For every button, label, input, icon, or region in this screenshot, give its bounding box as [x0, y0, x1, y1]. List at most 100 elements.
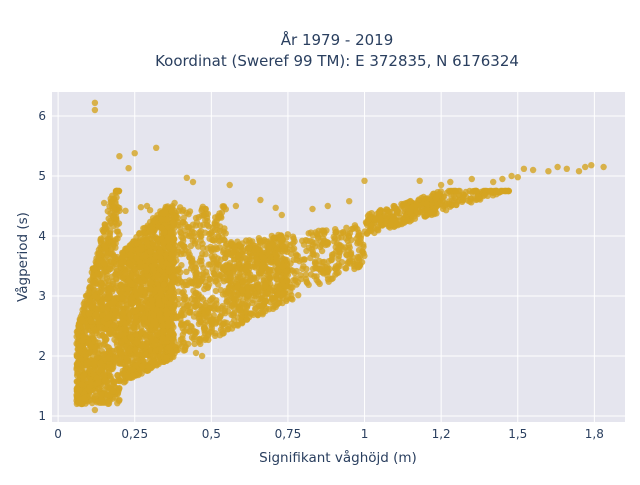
data-point — [427, 209, 434, 216]
data-point — [170, 219, 177, 226]
data-point — [200, 221, 207, 228]
data-point — [165, 268, 172, 275]
data-point — [342, 265, 350, 272]
data-point — [176, 204, 184, 211]
data-point — [224, 250, 231, 257]
data-point — [175, 219, 182, 226]
data-point — [588, 162, 595, 169]
data-point — [180, 237, 187, 244]
data-point — [178, 262, 185, 269]
data-point — [94, 349, 101, 356]
data-point — [91, 292, 99, 300]
data-point — [208, 229, 215, 236]
data-point — [110, 298, 118, 306]
data-point — [112, 310, 119, 317]
data-point — [114, 187, 121, 195]
data-point — [384, 209, 391, 216]
y-tick-label: 5 — [38, 169, 46, 183]
data-point — [222, 310, 229, 317]
data-point — [307, 254, 314, 262]
data-point — [217, 286, 224, 294]
data-point — [153, 306, 160, 314]
data-point — [76, 386, 83, 393]
data-point — [215, 281, 222, 288]
data-point — [209, 255, 216, 262]
data-point — [132, 362, 139, 369]
x-tick-label: 1,8 — [585, 427, 604, 441]
x-tick-label: 0,75 — [275, 427, 302, 441]
x-axis-ticks: 0 0,25 0,5 0,75 1 1,2 1,5 1,8 — [54, 427, 604, 441]
data-point — [325, 258, 333, 265]
data-point — [301, 256, 308, 263]
data-point — [138, 305, 145, 312]
data-point — [145, 363, 152, 370]
data-point — [200, 312, 208, 319]
data-point — [316, 231, 324, 238]
data-point — [149, 215, 157, 222]
data-point — [297, 272, 304, 279]
data-point — [198, 352, 206, 360]
data-point — [258, 262, 266, 269]
data-point — [179, 218, 186, 226]
data-point — [179, 242, 187, 249]
data-point — [90, 283, 97, 290]
data-point — [201, 285, 208, 293]
data-point — [74, 327, 82, 334]
data-point — [152, 286, 159, 293]
data-point — [125, 315, 133, 323]
data-point — [186, 328, 193, 335]
data-point — [133, 338, 141, 346]
data-point — [490, 178, 497, 186]
data-point — [287, 284, 295, 291]
data-point — [260, 274, 267, 281]
data-point — [194, 296, 201, 303]
data-point — [315, 265, 323, 273]
data-point — [102, 245, 109, 252]
data-point — [205, 223, 212, 230]
data-point — [244, 263, 251, 270]
data-point — [343, 224, 350, 231]
data-point — [280, 290, 287, 297]
data-point — [106, 392, 113, 399]
data-point — [192, 214, 200, 222]
data-point — [265, 244, 273, 251]
data-point — [367, 227, 375, 235]
data-point — [245, 244, 253, 251]
data-point — [116, 331, 124, 339]
data-point — [165, 344, 173, 351]
data-point — [137, 204, 145, 211]
data-point — [115, 376, 123, 383]
data-point — [90, 360, 97, 367]
data-point — [167, 232, 174, 239]
data-point — [283, 256, 290, 264]
data-point — [171, 199, 178, 207]
data-point — [105, 291, 113, 298]
data-point — [186, 277, 193, 284]
data-point — [99, 399, 106, 406]
data-point — [186, 254, 193, 261]
data-point — [112, 354, 119, 361]
data-point — [226, 181, 233, 189]
data-point — [554, 163, 561, 171]
data-point — [178, 322, 185, 329]
data-point — [137, 287, 145, 294]
data-point — [279, 263, 287, 270]
data-point — [118, 294, 126, 302]
data-point — [91, 406, 99, 414]
data-point — [105, 344, 113, 351]
data-point — [95, 318, 102, 325]
data-point — [125, 374, 132, 381]
data-point — [257, 196, 264, 204]
data-point — [455, 191, 462, 198]
data-point — [199, 240, 206, 247]
data-point — [239, 240, 246, 247]
data-point — [267, 267, 274, 274]
chart-title-line-1: År 1979 - 2019 — [281, 30, 394, 49]
data-point — [107, 195, 114, 202]
data-point — [107, 250, 115, 257]
data-point — [445, 200, 453, 208]
data-point — [190, 287, 197, 294]
data-point — [262, 307, 269, 315]
data-point — [224, 323, 232, 330]
